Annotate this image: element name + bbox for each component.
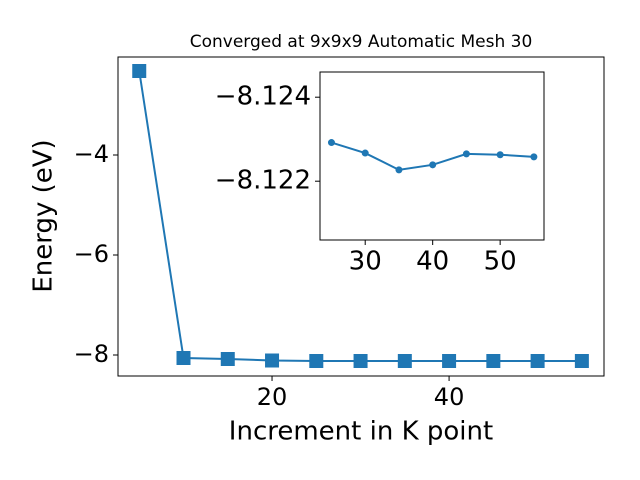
marker [486,354,501,368]
marker [327,139,335,147]
x-tick-label: 40 [434,383,465,411]
marker [265,353,280,368]
x-tick-label: 20 [257,383,288,411]
marker [395,166,403,174]
x-tick-label: 50 [484,247,517,277]
y-tick-label: −8 [74,340,109,368]
y-tick-label: −6 [74,240,109,268]
marker [353,354,368,368]
marker [309,354,324,368]
marker [132,64,147,78]
marker [220,352,235,366]
x-axis-label: Increment in K point [229,417,493,447]
marker [496,151,504,159]
marker [397,354,412,368]
y-tick-label: −8.124 [215,82,311,112]
marker [530,354,545,368]
y-tick-label: −8.122 [215,166,311,196]
y-tick-label: −4 [74,140,109,168]
marker [442,354,457,368]
y-axis-label: Energy (eV) [29,139,59,292]
marker [176,351,191,365]
marker [429,161,437,169]
axes-frame [319,71,545,241]
chart-title: Converged at 9x9x9 Automatic Mesh 30 [190,32,533,52]
marker [530,153,538,161]
x-tick-label: 40 [416,247,449,277]
marker [361,149,369,157]
axes-frame [117,56,605,377]
marker [462,150,470,158]
x-tick-label: 30 [349,247,382,277]
marker [574,354,589,368]
